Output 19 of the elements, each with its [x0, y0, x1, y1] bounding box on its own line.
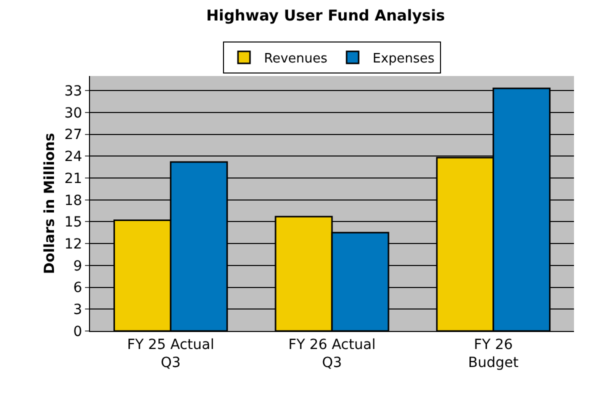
y-axis-title: Dollars in Millions	[42, 132, 58, 274]
y-tick-label: 9	[73, 258, 82, 274]
y-tick-label: 12	[64, 236, 82, 252]
y-tick-label: 27	[64, 127, 82, 144]
x-tick-label: FY 26 Budget	[468, 336, 520, 371]
legend-label: Revenues	[264, 51, 328, 66]
y-tick-label: 33	[64, 83, 82, 100]
y-tick-label: 6	[73, 280, 82, 296]
y-tick-label: 24	[64, 149, 82, 166]
y-tick-label: 15	[64, 214, 82, 231]
chart-title: Highway User Fund Analysis	[206, 6, 445, 25]
x-tick-label: FY 26 Actual Q3	[288, 336, 376, 371]
y-tick-label: 30	[64, 105, 82, 122]
x-tick-label: FY 25 Actual Q3	[127, 336, 214, 371]
legend-label: Expenses	[372, 51, 435, 66]
y-tick-label: 18	[64, 192, 82, 209]
y-tick-label: 21	[64, 170, 82, 187]
y-tick-label: 0	[73, 324, 82, 340]
y-tick-label: 3	[73, 302, 82, 318]
